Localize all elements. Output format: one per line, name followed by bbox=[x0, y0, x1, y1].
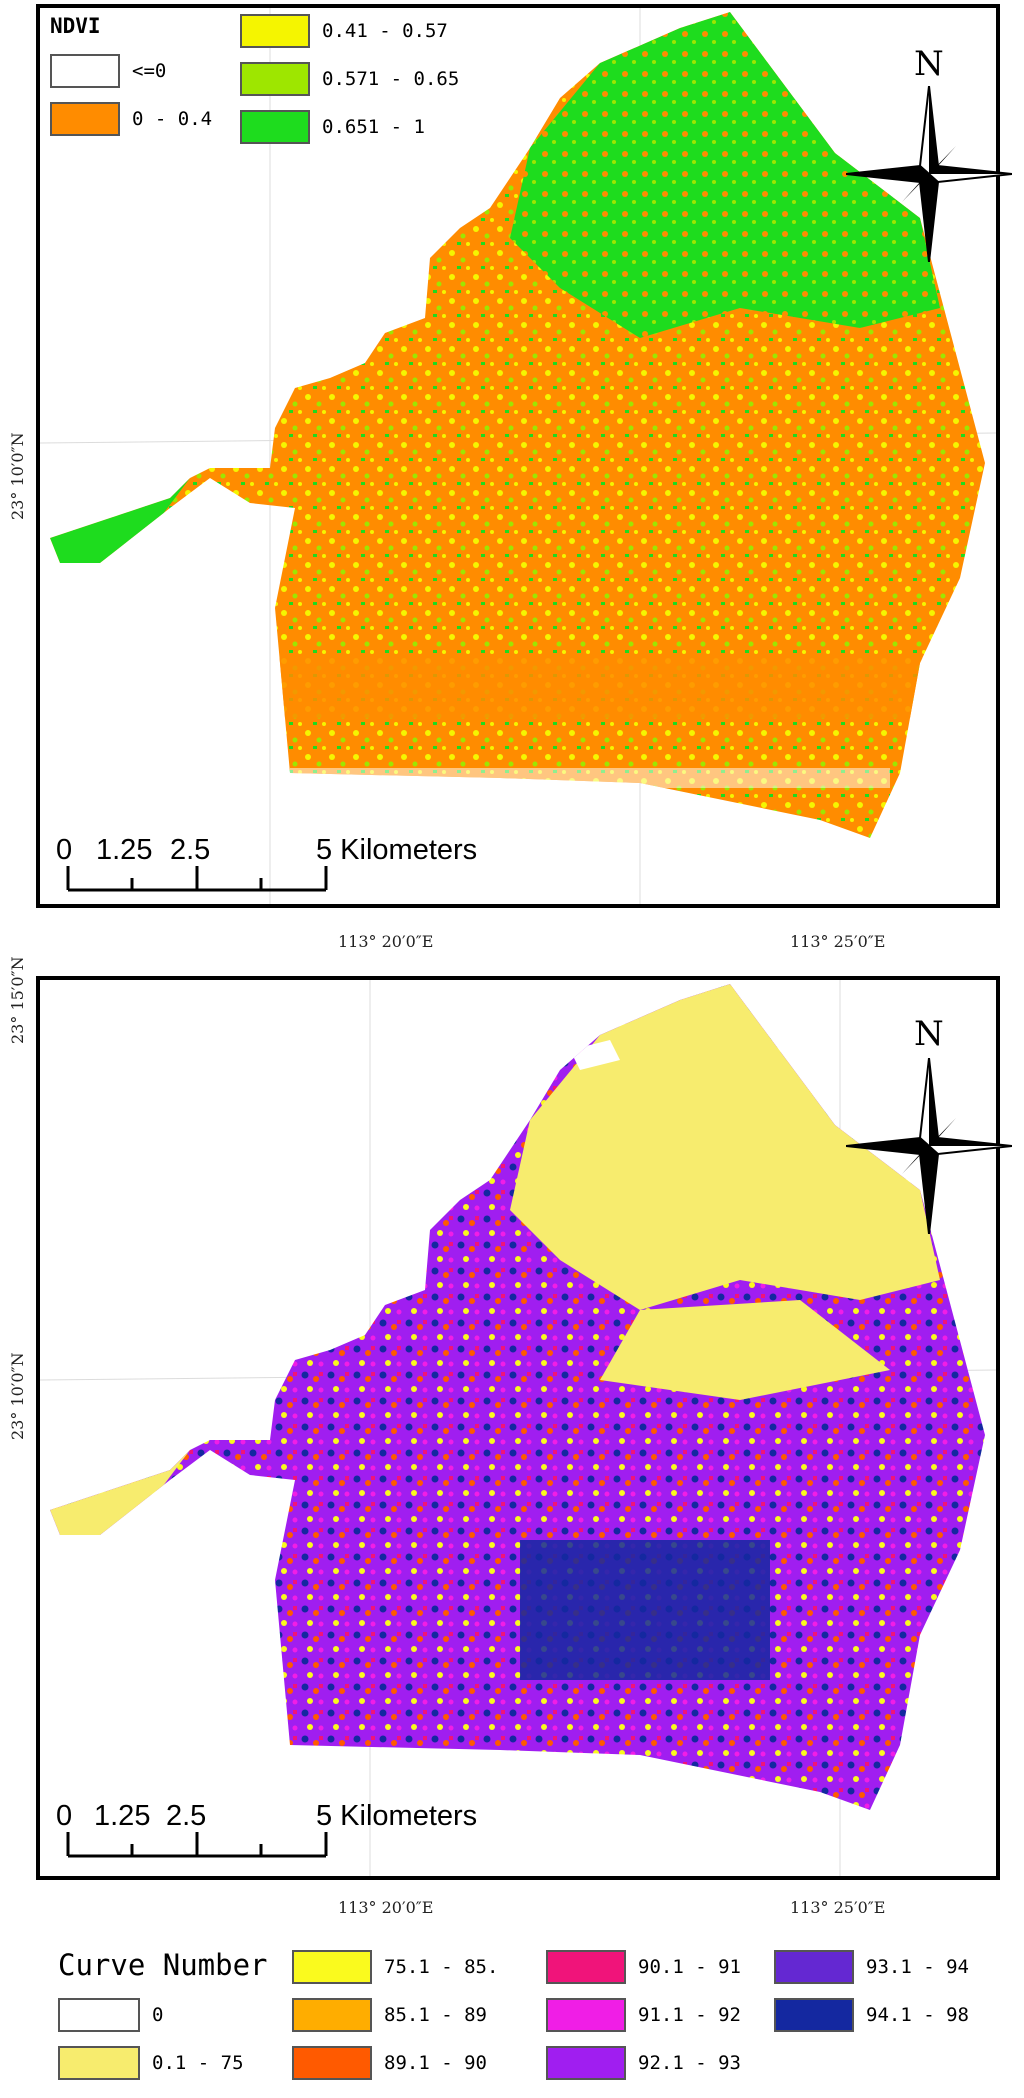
north-label-bottom: N bbox=[914, 1014, 944, 1054]
lat-label-bottom-2: 23° 10′0″N bbox=[8, 1352, 27, 1440]
curve-number-map-frame bbox=[36, 976, 1000, 1880]
ndvi-legend-label: 0.571 - 0.65 bbox=[322, 68, 460, 90]
ndvi-swatch-2 bbox=[240, 14, 310, 48]
north-arrow-icon-bottom bbox=[846, 1058, 1012, 1234]
cn-legend-item-7: 92.1 - 93 bbox=[546, 2046, 741, 2080]
cn-swatch-7 bbox=[546, 2046, 626, 2080]
cn-legend-label: 89.1 - 90 bbox=[384, 2052, 487, 2074]
ndvi-legend-label: 0 - 0.4 bbox=[132, 108, 213, 130]
cn-swatch-2 bbox=[292, 1950, 372, 1984]
ndvi-legend-item-0: <=0 bbox=[50, 54, 166, 88]
north-label-top: N bbox=[914, 44, 944, 84]
ndvi-map-frame bbox=[36, 4, 1000, 908]
lon-label-bottom-2: 113° 25′0″E bbox=[790, 1898, 886, 1917]
cn-swatch-5 bbox=[546, 1950, 626, 1984]
scale-tick-0: 0 bbox=[56, 1800, 73, 1832]
lat-label-bottom-1: 23° 15′0″N bbox=[8, 956, 27, 1044]
scale-tick-0: 0 bbox=[56, 834, 73, 866]
ndvi-legend-item-2: 0.41 - 0.57 bbox=[240, 14, 448, 48]
cn-legend-item-3: 85.1 - 89 bbox=[292, 1998, 487, 2032]
ndvi-legend-item-1: 0 - 0.4 bbox=[50, 102, 212, 136]
curve-number-legend-title: Curve Number bbox=[58, 1948, 268, 1982]
cn-legend-item-6: 91.1 - 92 bbox=[546, 1998, 741, 2032]
ndvi-swatch-3 bbox=[240, 62, 310, 96]
scale-tick-2: 2.5 bbox=[166, 1800, 207, 1832]
ndvi-legend-item-3: 0.571 - 0.65 bbox=[240, 62, 459, 96]
cn-legend-label: 0.1 - 75 bbox=[152, 2052, 244, 2074]
cn-legend-label: 93.1 - 94 bbox=[866, 1956, 969, 1978]
cn-swatch-8 bbox=[774, 1950, 854, 1984]
north-arrow-icon-top bbox=[846, 86, 1012, 262]
cn-legend-item-9: 94.1 - 98 bbox=[774, 1998, 969, 2032]
ndvi-legend-title: NDVI bbox=[50, 14, 101, 38]
lon-label-top-1: 113° 20′0″E bbox=[338, 932, 434, 951]
scale-tick-3: 5 Kilometers bbox=[316, 1800, 478, 1832]
ndvi-legend-label: 0.41 - 0.57 bbox=[322, 20, 448, 42]
cn-swatch-0 bbox=[58, 1998, 140, 2032]
cn-swatch-4 bbox=[292, 2046, 372, 2080]
lat-label-top: 23° 10′0″N bbox=[8, 432, 27, 520]
scale-tick-3: 5 Kilometers bbox=[316, 834, 478, 866]
cn-legend-label: 92.1 - 93 bbox=[638, 2052, 741, 2074]
cn-swatch-9 bbox=[774, 1998, 854, 2032]
scale-tick-1: 1.25 bbox=[96, 834, 153, 866]
cn-legend-item-5: 90.1 - 91 bbox=[546, 1950, 741, 1984]
ndvi-legend-item-4: 0.651 - 1 bbox=[240, 110, 425, 144]
cn-swatch-3 bbox=[292, 1998, 372, 2032]
curve-number-map-canvas bbox=[40, 980, 996, 1876]
cn-legend-label: 0 bbox=[152, 2004, 164, 2026]
ndvi-swatch-1 bbox=[50, 102, 120, 136]
cn-legend-item-1: 0.1 - 75 bbox=[58, 2046, 244, 2080]
ndvi-swatch-4 bbox=[240, 110, 310, 144]
scale-tick-1: 1.25 bbox=[94, 1800, 151, 1832]
cn-legend-item-2: 75.1 - 85. bbox=[292, 1950, 498, 1984]
ndvi-swatch-0 bbox=[50, 54, 120, 88]
lon-label-bottom-1: 113° 20′0″E bbox=[338, 1898, 434, 1917]
cn-legend-label: 75.1 - 85. bbox=[384, 1956, 499, 1978]
lon-label-top-2: 113° 25′0″E bbox=[790, 932, 886, 951]
ndvi-legend-label: 0.651 - 1 bbox=[322, 116, 425, 138]
cn-legend-item-8: 93.1 - 94 bbox=[774, 1950, 969, 1984]
ndvi-map-canvas bbox=[40, 8, 996, 904]
cn-swatch-6 bbox=[546, 1998, 626, 2032]
cn-legend-label: 85.1 - 89 bbox=[384, 2004, 487, 2026]
scale-bar-top bbox=[66, 866, 328, 892]
scale-bar-bottom bbox=[66, 1832, 328, 1858]
cn-legend-label: 90.1 - 91 bbox=[638, 1956, 741, 1978]
cn-legend-label: 91.1 - 92 bbox=[638, 2004, 741, 2026]
cn-swatch-1 bbox=[58, 2046, 140, 2080]
cn-legend-item-0: 0 bbox=[58, 1998, 163, 2032]
cn-legend-item-4: 89.1 - 90 bbox=[292, 2046, 487, 2080]
ndvi-legend-label: <=0 bbox=[132, 60, 167, 82]
cn-legend-label: 94.1 - 98 bbox=[866, 2004, 969, 2026]
scale-tick-2: 2.5 bbox=[170, 834, 211, 866]
